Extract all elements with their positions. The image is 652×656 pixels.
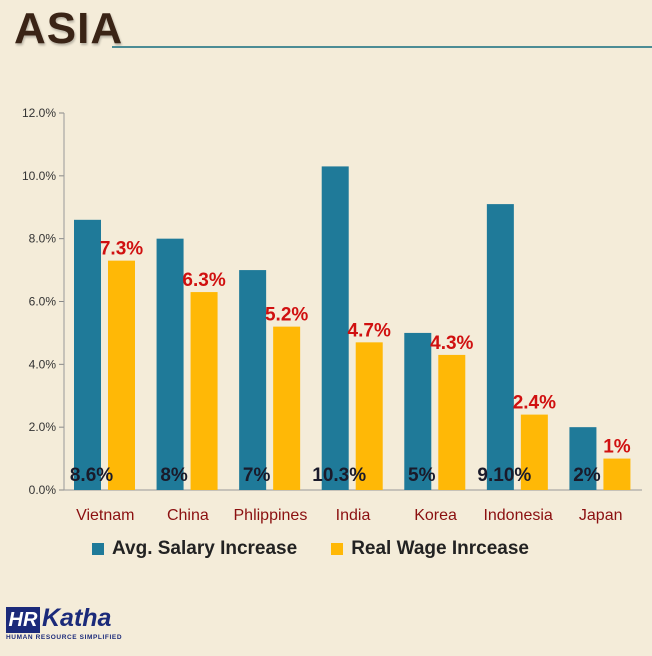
y-tick-label: 4.0%: [29, 357, 57, 371]
bar-avg-salary-korea: [404, 332, 432, 490]
bar-real-wage-korea: [438, 354, 466, 490]
data-label-real-wage: 4.3%: [430, 333, 473, 354]
y-tick-label: 12.0%: [22, 106, 56, 120]
bar-real-wage-vietnam: [108, 260, 135, 490]
data-label-avg-salary: 7%: [243, 465, 271, 486]
data-label-real-wage: 5.2%: [265, 305, 308, 326]
data-label-real-wage: 6.3%: [182, 270, 225, 291]
y-tick-label: 0.0%: [29, 483, 57, 497]
logo-tagline: HUMAN RESOURCE SIMPLIFIED: [6, 634, 123, 641]
y-tick-label: 2.0%: [29, 420, 57, 434]
y-tick-label: 6.0%: [29, 295, 57, 309]
x-tick-label: Phlippines: [234, 507, 308, 524]
legend-swatch-series-1: [92, 543, 104, 555]
x-tick-label: Vietnam: [76, 507, 134, 524]
page-title: ASIA: [14, 4, 124, 53]
data-label-avg-salary: 10.3%: [312, 465, 366, 486]
legend-swatch-series-2: [331, 543, 344, 555]
data-label-real-wage: 4.7%: [348, 320, 391, 341]
chart-legend: Avg. Salary Increase Real Wage Inrcease: [92, 538, 529, 560]
bar-real-wage-indonesia: [520, 414, 548, 490]
data-label-real-wage: 2.4%: [513, 393, 556, 414]
data-label-real-wage: 7.3%: [100, 239, 143, 260]
x-tick-label: China: [167, 507, 209, 524]
data-label-avg-salary: 9.10%: [477, 465, 531, 486]
bar-real-wage-india: [355, 342, 383, 490]
y-tick-label: 10.0%: [22, 169, 56, 183]
legend-label-series-1: Avg. Salary Increase: [112, 538, 298, 559]
legend-label-series-2: Real Wage Inrcease: [351, 538, 529, 559]
bar-real-wage-phlippines: [273, 326, 301, 490]
data-label-real-wage: 1%: [603, 437, 631, 458]
legend-item-series-2: Real Wage Inrcease: [331, 538, 529, 560]
bar-avg-salary-indonesia: [486, 204, 514, 490]
bar-real-wage-china: [190, 292, 218, 490]
bar-avg-salary-india: [321, 166, 349, 491]
hrkatha-logo: HR Katha HUMAN RESOURCE SIMPLIFIED: [6, 604, 136, 641]
bar-avg-salary-phlippines: [239, 270, 267, 490]
bar-avg-salary-china: [156, 238, 184, 490]
x-tick-label: Indonesia: [483, 507, 552, 524]
legend-item-series-1: Avg. Salary Increase: [92, 538, 297, 560]
x-tick-label: Japan: [579, 507, 623, 524]
x-tick-label: Korea: [414, 507, 457, 524]
x-tick-label: India: [336, 507, 371, 524]
logo-katha: Katha: [42, 604, 112, 632]
bar-avg-salary-japan: [569, 427, 597, 490]
data-label-avg-salary: 5%: [408, 465, 436, 486]
title-divider: [112, 46, 652, 48]
logo-hr: HR: [6, 607, 40, 633]
y-tick-label: 8.0%: [29, 232, 57, 246]
data-label-avg-salary: 2%: [573, 465, 601, 486]
data-label-avg-salary: 8%: [160, 465, 188, 486]
bar-real-wage-japan: [603, 458, 631, 490]
data-label-avg-salary: 8.6%: [70, 465, 113, 486]
bar-avg-salary-vietnam: [74, 219, 101, 491]
